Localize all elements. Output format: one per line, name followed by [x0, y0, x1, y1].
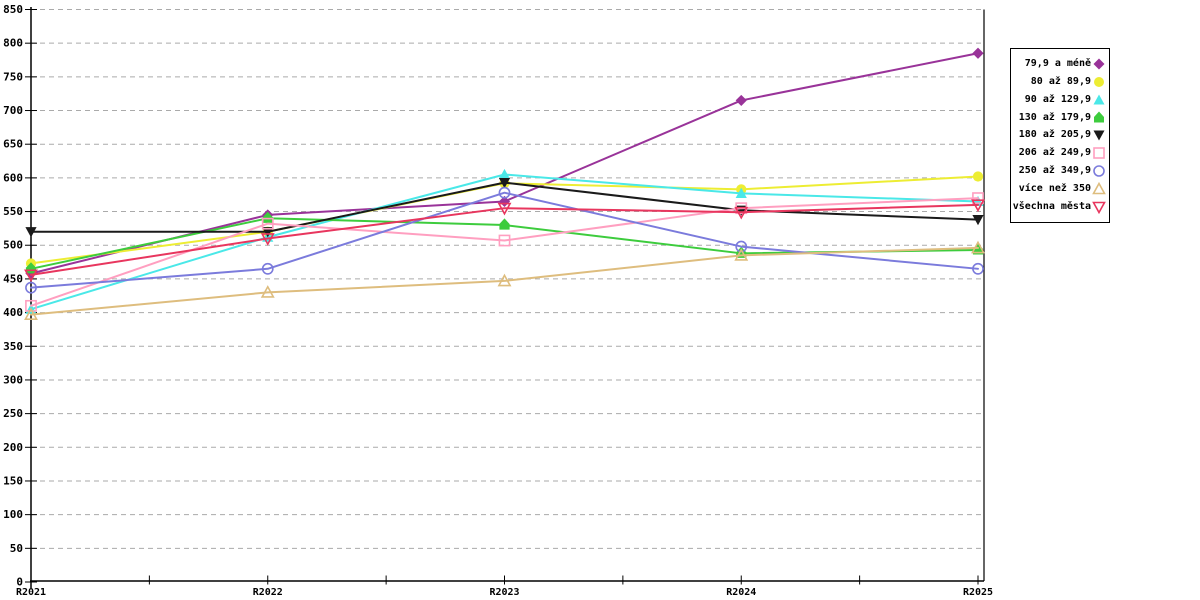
y-tick-label: 550 — [3, 205, 23, 218]
data-point-marker — [498, 234, 511, 247]
y-tick-label: 50 — [10, 542, 23, 555]
data-point-marker — [972, 192, 984, 204]
data-point-marker — [497, 202, 512, 216]
data-point-marker — [972, 171, 984, 182]
data-point-marker — [260, 233, 275, 246]
data-point-marker — [498, 177, 511, 189]
diamond-filled-legend-icon — [1093, 58, 1105, 70]
y-tick-label: 600 — [3, 171, 23, 184]
legend: 79,9 a méně 80 až 89,9 90 až 129,9 130 až 1… — [1010, 48, 1110, 223]
data-point-marker — [1094, 76, 1104, 87]
legend-item-label: všechna města — [1012, 201, 1091, 213]
data-point-marker — [1094, 111, 1104, 123]
data-point-marker — [24, 269, 38, 283]
y-tick-label: 700 — [3, 104, 23, 117]
x-tick-label: R2024 — [726, 587, 756, 598]
data-point-marker — [262, 227, 274, 238]
legend-item: 130 až 179,9 — [1013, 111, 1106, 125]
data-point-marker — [1093, 130, 1105, 141]
series-line — [30, 203, 979, 276]
y-tick-label: 250 — [3, 407, 23, 420]
square-open-legend-icon — [1093, 147, 1105, 160]
data-point-marker — [735, 94, 747, 107]
x-tick-label: R2025 — [963, 587, 993, 598]
data-point-marker — [24, 307, 38, 321]
series-line — [30, 191, 979, 289]
data-point-marker — [734, 248, 749, 261]
data-point-marker — [261, 217, 274, 230]
triangle-down-filled-legend-icon — [1093, 130, 1105, 141]
legend-item: 206 až 249,9 — [1013, 146, 1106, 160]
series-line — [30, 173, 979, 311]
series-line — [30, 246, 979, 316]
data-point-marker — [735, 187, 747, 198]
data-point-marker — [1093, 94, 1105, 105]
legend-item-label: 206 až 249,9 — [1018, 147, 1091, 159]
y-tick-label: 150 — [3, 474, 23, 487]
legend-item: 180 až 205,9 — [1013, 128, 1106, 142]
y-tick-label: 200 — [3, 441, 23, 454]
y-tick-label: 100 — [3, 508, 23, 521]
data-point-marker — [971, 240, 985, 254]
data-point-marker — [1093, 147, 1105, 160]
data-point-marker — [498, 186, 511, 199]
legend-item-label: 250 až 349,9 — [1018, 165, 1091, 177]
y-tick-label: 400 — [3, 306, 23, 319]
y-tick-label: 800 — [3, 37, 23, 50]
y-tick-label: 350 — [3, 340, 23, 353]
data-point-marker — [262, 211, 273, 223]
triangle-down-open-legend-icon — [1092, 201, 1106, 215]
data-point-marker — [1093, 165, 1105, 178]
legend-item-label: 79,9 a méně — [1024, 57, 1091, 69]
y-tick-label: 500 — [3, 239, 23, 252]
legend-item: 80 až 89,9 — [1013, 75, 1106, 89]
data-point-marker — [260, 285, 275, 298]
data-point-marker — [25, 267, 37, 280]
legend-item-label: více než 350 — [1018, 183, 1091, 195]
x-tick-label: R2023 — [489, 587, 519, 598]
legend-item-label: 80 až 89,9 — [1030, 75, 1091, 87]
y-tick-label: 850 — [3, 3, 23, 16]
pentagon-filled-legend-icon — [1094, 111, 1104, 123]
legend-item: více než 350 — [1013, 182, 1106, 196]
legend-item-label: 130 až 179,9 — [1018, 111, 1091, 123]
data-point-marker — [25, 281, 37, 294]
data-point-marker — [25, 299, 37, 312]
circle-filled-legend-icon — [1094, 76, 1104, 87]
legend-item-label: 180 až 205,9 — [1018, 129, 1091, 141]
data-point-marker — [1092, 182, 1106, 195]
data-point-marker — [499, 218, 510, 230]
data-point-marker — [497, 273, 512, 287]
legend-item: 79,9 a méně — [1013, 57, 1106, 71]
data-point-marker — [971, 199, 985, 213]
y-tick-label: 450 — [3, 272, 23, 285]
data-point-marker — [735, 240, 748, 253]
x-tick-label: R2021 — [16, 587, 46, 598]
data-point-marker — [734, 206, 749, 220]
data-point-marker — [972, 47, 984, 59]
y-tick-label: 300 — [3, 373, 23, 386]
triangle-up-filled-legend-icon — [1093, 94, 1105, 105]
x-tick-label: R2022 — [253, 587, 283, 598]
legend-item: 90 až 129,9 — [1013, 93, 1106, 107]
data-point-marker — [1093, 58, 1105, 70]
triangle-up-open-legend-icon — [1092, 182, 1106, 195]
circle-open-legend-icon — [1093, 165, 1105, 178]
legend-item: 250 až 349,9 — [1013, 164, 1106, 178]
data-point-marker — [972, 262, 984, 275]
y-tick-label: 750 — [3, 70, 23, 83]
y-tick-label: 0 — [16, 576, 23, 589]
data-point-marker — [1092, 201, 1106, 215]
data-point-marker — [498, 168, 511, 180]
y-tick-label: 650 — [3, 138, 23, 151]
data-point-marker — [25, 227, 37, 238]
data-point-marker — [261, 262, 274, 275]
legend-item-label: 90 až 129,9 — [1024, 93, 1091, 105]
data-point-marker — [972, 215, 984, 226]
legend-item: všechna města — [1012, 200, 1106, 215]
